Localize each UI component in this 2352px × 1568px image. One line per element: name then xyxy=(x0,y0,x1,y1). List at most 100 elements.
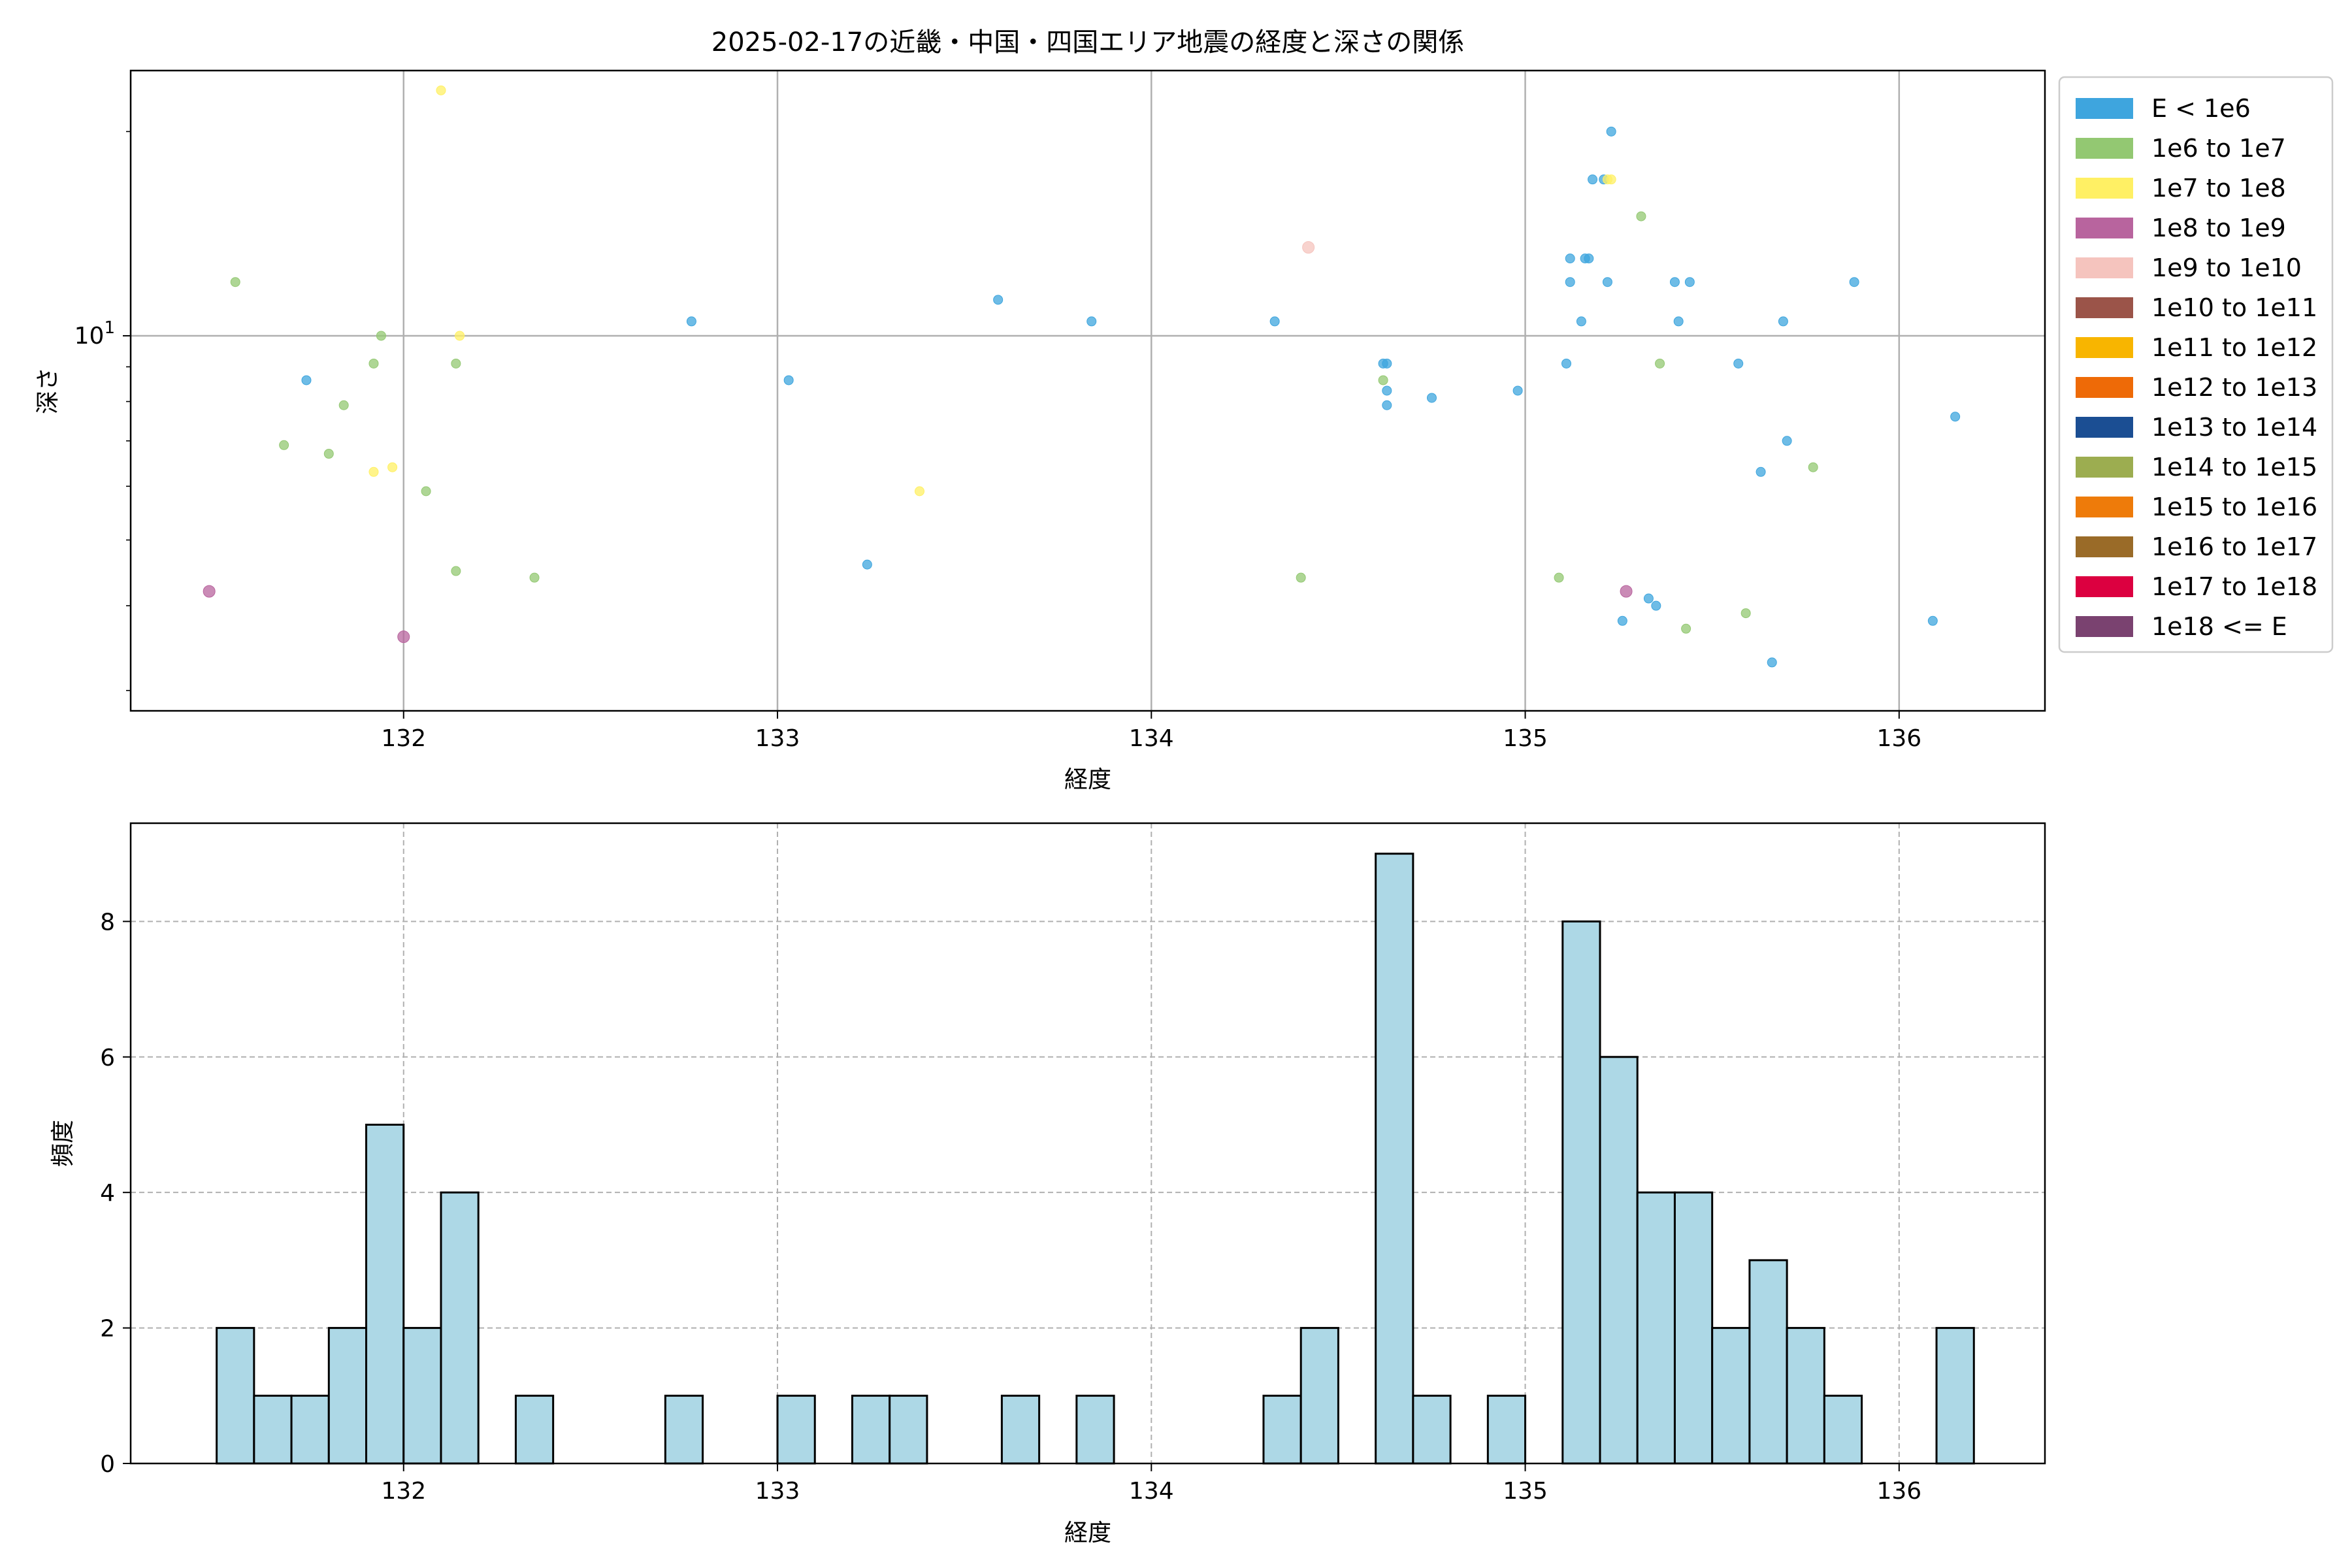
scatter-point xyxy=(1756,466,1766,477)
scatter-panel: 2025-02-17の近畿・中国・四国エリア地震の経度と深さの関係 132 133… xyxy=(35,27,2046,793)
histogram-bar xyxy=(1412,1394,1452,1465)
histogram-y-tick-label: 0 xyxy=(100,1451,115,1478)
legend-label: 1e14 to 1e15 xyxy=(2151,453,2317,482)
scatter-point xyxy=(1296,572,1306,583)
legend-swatch xyxy=(2076,497,2133,517)
legend-swatch xyxy=(2076,457,2133,478)
scatter-point xyxy=(1584,253,1594,264)
scatter-point xyxy=(1782,436,1792,446)
scatter-point xyxy=(1655,358,1665,368)
legend-label: 1e7 to 1e8 xyxy=(2151,174,2286,203)
histogram-y-tick-label: 6 xyxy=(100,1045,115,1071)
legend-label: 1e12 to 1e13 xyxy=(2151,373,2317,402)
histogram-bar xyxy=(851,1394,891,1465)
scatter-point xyxy=(387,462,398,472)
scatter-point xyxy=(376,331,386,341)
scatter-point xyxy=(1561,358,1571,368)
legend-swatch xyxy=(2076,576,2133,597)
histogram-bar xyxy=(514,1394,555,1465)
scatter-point xyxy=(1950,412,1961,422)
scatter-point xyxy=(1733,358,1744,368)
scatter-title: 2025-02-17の近畿・中国・四国エリア地震の経度と深さの関係 xyxy=(711,27,1464,57)
scatter-point xyxy=(230,277,240,287)
scatter-point xyxy=(368,466,379,477)
histogram-y-ticks: 0 2 4 6 8 xyxy=(100,909,131,1478)
scatter-point xyxy=(1636,211,1646,221)
histogram-bar xyxy=(1711,1327,1751,1465)
histogram-bar xyxy=(216,1327,255,1465)
histogram-bar xyxy=(1561,920,1601,1465)
scatter-point xyxy=(1512,385,1523,396)
histogram-bar xyxy=(253,1394,293,1465)
legend-swatch xyxy=(2076,337,2133,358)
histogram-x-tick-label: 132 xyxy=(381,1478,426,1505)
scatter-point xyxy=(1606,174,1616,185)
scatter-point xyxy=(1588,174,1598,185)
legend-swatch xyxy=(2076,377,2133,398)
histogram-bar xyxy=(1673,1191,1714,1465)
histogram-bar xyxy=(889,1394,928,1465)
scatter-point xyxy=(1382,358,1392,368)
histogram-x-tick-label: 133 xyxy=(755,1478,800,1505)
legend-swatch xyxy=(2076,417,2133,438)
scatter-grid xyxy=(131,71,2045,711)
histogram-panel: 132 133 134 135 136 0 2 4 6 8 経度 頻度 xyxy=(50,822,2046,1546)
scatter-point xyxy=(1849,277,1859,287)
histogram-bar xyxy=(1786,1327,1825,1465)
scatter-y-tick-label: 101 xyxy=(74,318,115,350)
histogram-y-tick-label: 2 xyxy=(100,1316,115,1343)
scatter-x-tick-label: 135 xyxy=(1503,725,1548,752)
histogram-bar xyxy=(1375,853,1414,1465)
scatter-point xyxy=(862,559,872,570)
legend-label: 1e10 to 1e11 xyxy=(2151,293,2317,322)
histogram-bar xyxy=(1823,1394,1863,1465)
legend-swatch xyxy=(2076,297,2133,318)
scatter-point xyxy=(1617,615,1627,626)
legend-swatch xyxy=(2076,218,2133,238)
scatter-point xyxy=(686,316,696,327)
scatter-point xyxy=(914,486,924,497)
histogram-bar xyxy=(327,1327,368,1465)
histogram-bar xyxy=(402,1327,442,1465)
histogram-bar xyxy=(1075,1394,1115,1465)
scatter-y-axis-label: 深さ xyxy=(35,367,61,414)
scatter-point xyxy=(1673,316,1684,327)
histogram-x-ticks: 132 133 134 135 136 xyxy=(381,1463,1921,1505)
scatter-point xyxy=(1426,393,1437,403)
histogram-y-tick-label: 8 xyxy=(100,909,115,936)
scatter-point xyxy=(1651,600,1661,611)
scatter-point xyxy=(279,440,289,450)
scatter-point xyxy=(1554,572,1564,583)
scatter-point xyxy=(338,400,349,410)
legend-swatch xyxy=(2076,616,2133,637)
scatter-point xyxy=(1740,608,1751,619)
legend-frame xyxy=(2058,76,2334,653)
histogram-bar xyxy=(1299,1327,1339,1465)
histogram-bar xyxy=(1000,1394,1041,1465)
scatter-point xyxy=(1576,316,1586,327)
scatter-point xyxy=(993,295,1004,305)
histogram-x-axis-label: 経度 xyxy=(1064,1520,1111,1546)
scatter-point xyxy=(451,358,461,368)
scatter-point xyxy=(1778,316,1788,327)
scatter-point xyxy=(1643,593,1654,604)
scatter-x-tick-label: 134 xyxy=(1129,725,1174,752)
scatter-point xyxy=(301,375,312,385)
histogram-bar xyxy=(365,1123,405,1465)
histogram-x-tick-label: 134 xyxy=(1129,1478,1174,1505)
legend-swatch xyxy=(2076,178,2133,199)
histogram-y-tick-label: 4 xyxy=(100,1180,115,1207)
legend-swatch xyxy=(2076,98,2133,119)
legend-label: 1e15 to 1e16 xyxy=(2151,493,2317,521)
scatter-point xyxy=(783,375,794,385)
histogram-bar xyxy=(664,1394,704,1465)
legend-label: 1e17 to 1e18 xyxy=(2151,572,2317,601)
scatter-point xyxy=(1767,657,1777,668)
histogram-bar xyxy=(1486,1394,1527,1465)
scatter-point xyxy=(1382,385,1392,396)
histogram-bar xyxy=(290,1394,330,1465)
scatter-point xyxy=(455,331,465,341)
histogram-bar xyxy=(1748,1259,1788,1465)
scatter-point xyxy=(451,566,461,576)
